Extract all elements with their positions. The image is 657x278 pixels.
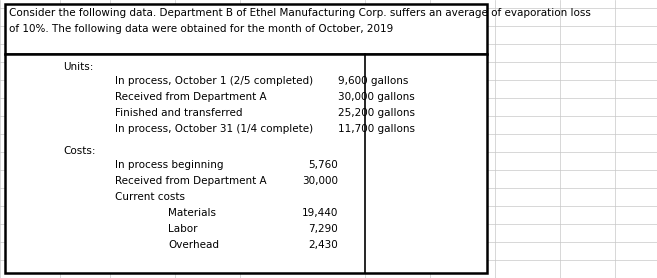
Text: 11,700 gallons: 11,700 gallons <box>338 124 415 134</box>
Text: Consider the following data. Department B of Ethel Manufacturing Corp. suffers a: Consider the following data. Department … <box>9 8 591 18</box>
Text: Received from Department A: Received from Department A <box>115 92 267 102</box>
Text: Labor: Labor <box>168 224 198 234</box>
Text: In process, October 1 (2/5 completed): In process, October 1 (2/5 completed) <box>115 76 313 86</box>
Text: 5,760: 5,760 <box>308 160 338 170</box>
Text: 7,290: 7,290 <box>308 224 338 234</box>
Text: 30,000 gallons: 30,000 gallons <box>338 92 415 102</box>
Text: Overhead: Overhead <box>168 240 219 250</box>
Text: Costs:: Costs: <box>63 146 95 156</box>
Text: 30,000: 30,000 <box>302 176 338 186</box>
Text: 19,440: 19,440 <box>302 208 338 218</box>
Text: Units:: Units: <box>63 62 93 72</box>
Text: Current costs: Current costs <box>115 192 185 202</box>
Text: In process, October 31 (1/4 complete): In process, October 31 (1/4 complete) <box>115 124 313 134</box>
Text: 9,600 gallons: 9,600 gallons <box>338 76 409 86</box>
Text: Materials: Materials <box>168 208 216 218</box>
Text: In process beginning: In process beginning <box>115 160 223 170</box>
Bar <box>5 54 487 273</box>
Text: 25,200 gallons: 25,200 gallons <box>338 108 415 118</box>
Text: of 10%. The following data were obtained for the month of October, 2019: of 10%. The following data were obtained… <box>9 24 394 34</box>
Text: Finished and transferred: Finished and transferred <box>115 108 242 118</box>
Text: 2,430: 2,430 <box>308 240 338 250</box>
Text: Received from Department A: Received from Department A <box>115 176 267 186</box>
Bar <box>5 4 487 54</box>
